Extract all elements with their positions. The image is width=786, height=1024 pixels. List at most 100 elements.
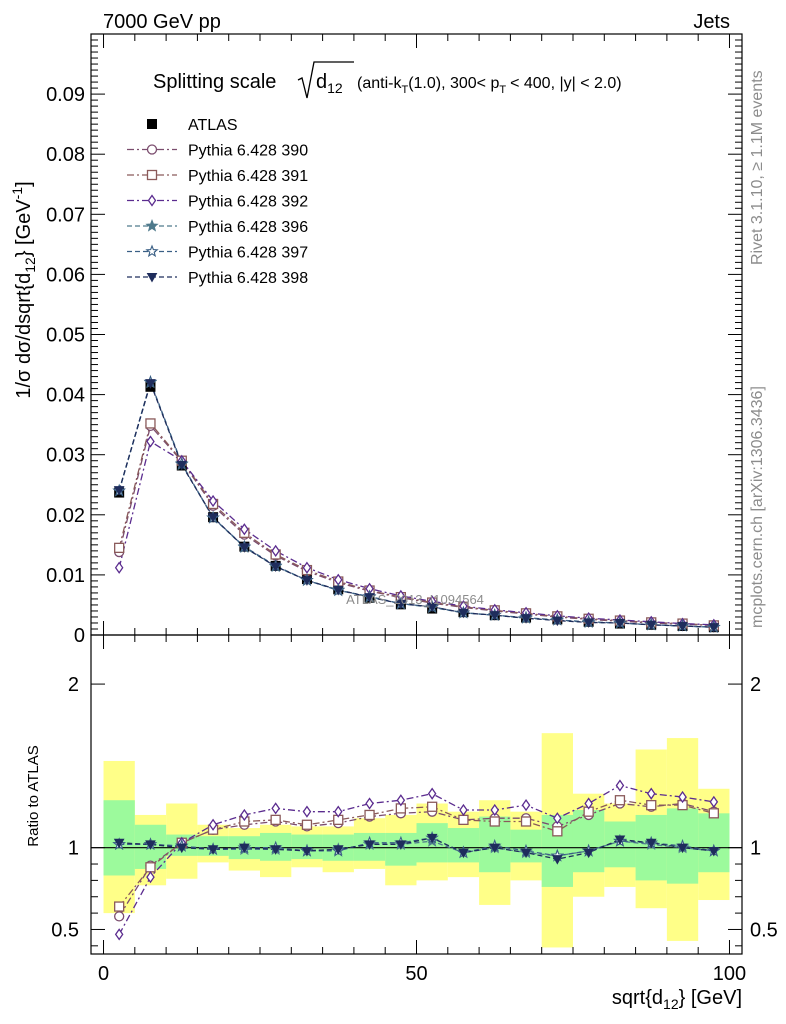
ratio-y-tick-label: 2 [68, 674, 79, 696]
ratio-point [551, 855, 563, 865]
ratio-point [114, 928, 124, 941]
ratio-point [176, 843, 188, 854]
series-point [271, 544, 280, 557]
series-point [426, 602, 438, 613]
ratio-point [677, 843, 688, 854]
y-tick-label: 0.06 [46, 264, 85, 286]
series-point [614, 618, 626, 629]
ratio-point [553, 812, 562, 825]
series-point [270, 562, 282, 573]
ratio-point [583, 848, 594, 859]
legend-label: Pythia 6.428 391 [188, 168, 308, 185]
title-sqrt-arg: d [316, 71, 327, 93]
ratio-point [301, 819, 313, 830]
ratio-point [708, 808, 719, 819]
y-tick-label: 0 [74, 625, 85, 647]
ratio-point [208, 818, 218, 831]
x-tick-label: 0 [98, 963, 109, 985]
ratio-point [113, 838, 125, 849]
title-sqrt-sub: 12 [327, 80, 343, 96]
chart-title: Splitting scale d12 (anti-k T(1.0), 300< … [153, 61, 622, 99]
ratio-line-2 [118, 784, 714, 935]
ratio-point [520, 816, 532, 827]
main-ylabel-sub: 12 [22, 257, 38, 273]
rivet-label: Rivet 3.1.10, ≥ 1.1M events [749, 70, 766, 265]
ratio-point [552, 826, 563, 837]
series-line-4 [118, 379, 714, 628]
title-suffix-1: (anti-k [357, 75, 402, 92]
series-point [114, 542, 125, 554]
ratio-point [333, 805, 343, 818]
ratio-point [114, 911, 125, 922]
ratio-point [615, 779, 625, 792]
ratio-band-inner [572, 810, 605, 873]
series-point [240, 523, 249, 536]
ratio-point [332, 845, 344, 855]
series-point [332, 585, 344, 596]
series-point [364, 593, 375, 603]
ratio-line-5 [119, 837, 714, 860]
series-point [208, 494, 218, 508]
ratio-point [302, 805, 312, 818]
x-tick-label: 50 [405, 963, 427, 985]
ratio-y-tick-label-right: 2 [750, 674, 761, 696]
series-point [176, 460, 188, 471]
ratio-point [458, 848, 469, 859]
ratio-point [708, 846, 720, 857]
series-point [489, 611, 501, 621]
series-line-0 [118, 424, 714, 627]
series-point [145, 418, 156, 429]
title-prefix: Splitting scale [153, 71, 276, 93]
ratio-point [427, 787, 437, 800]
ratio-line-1 [118, 799, 714, 908]
series-point [207, 513, 219, 523]
ratio-point [520, 848, 532, 859]
series-point [458, 608, 469, 619]
series-point [302, 561, 312, 574]
y-tick-label: 0.03 [46, 445, 85, 467]
legend-marker [145, 244, 159, 258]
legend-marker [146, 273, 158, 283]
ratio-point [614, 835, 626, 846]
svg-text:(anti-kT(1.0), 300< pT< 400, |: (anti-kT(1.0), 300< pT < 400, |y| < 2.0) [357, 75, 622, 96]
title-suffix-2: (1.0), 300< p [408, 75, 499, 92]
y-tick-label: 0.09 [46, 84, 85, 106]
ratio-point [645, 838, 657, 849]
ratio-point [489, 843, 501, 854]
y-tick-label: 0.08 [46, 144, 85, 166]
ratio-point [396, 794, 406, 807]
ratio-point [426, 801, 438, 812]
y-tick-label: 0.07 [46, 204, 85, 226]
ratio-point [709, 795, 719, 808]
xlabel-a: sqrt{d [612, 987, 663, 1009]
ratio-point [614, 795, 626, 806]
main-ylabel-c: ] [13, 181, 35, 187]
legend-label: ATLAS [188, 117, 238, 134]
title-suffix-sub2: T [499, 84, 506, 96]
legend-label: Pythia 6.428 390 [188, 143, 308, 160]
xlabel-b: } [GeV] [679, 987, 742, 1009]
svg-text:Splitting scale: Splitting scale [153, 71, 276, 93]
ratio-point [646, 787, 656, 800]
series-line-5 [118, 381, 714, 628]
ratio-point [458, 814, 469, 826]
legend-label: Pythia 6.428 398 [188, 270, 308, 287]
main-panel: ATLAS_2013_I1094564 0 0.01 0.02 0.03 0.04 0.0… [46, 33, 743, 647]
ratio-point [146, 870, 155, 884]
legend-marker [146, 169, 158, 181]
energy-label: 7000 GeV pp [103, 11, 221, 33]
legend-label: Pythia 6.428 397 [188, 245, 308, 262]
watermark: ATLAS_2013_I1094564 [346, 592, 484, 607]
process-label: Jets [693, 11, 730, 33]
ratio-xlabel: sqrt{d12} [GeV] [612, 987, 742, 1012]
series-point [114, 561, 124, 574]
ratio-ylabel: Ratio to ATLAS [25, 745, 42, 846]
ratio-panel: 0.5 0.5 1 1 2 2 0 50 100 [51, 634, 778, 985]
series-line-2 [118, 440, 714, 626]
ratio-y-tick-label: 0.5 [51, 919, 79, 941]
series-point [708, 623, 720, 633]
legend-label: Pythia 6.428 396 [188, 219, 308, 236]
series-point [301, 576, 313, 586]
ratio-point [114, 901, 125, 912]
